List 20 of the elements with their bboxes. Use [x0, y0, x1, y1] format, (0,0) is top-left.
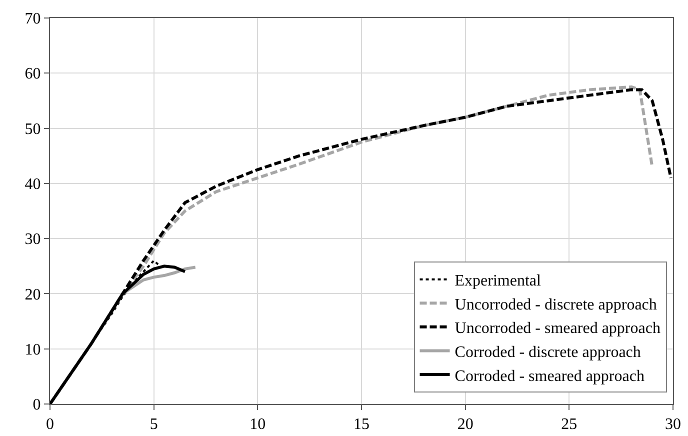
y-tick-label: 10: [24, 341, 41, 358]
legend-label: Uncorroded - smeared approach: [454, 320, 660, 338]
y-tick-label: 70: [24, 10, 41, 28]
x-tick-label: 30: [665, 416, 681, 434]
x-tick-label: 25: [561, 416, 578, 434]
x-tick-label: 20: [457, 416, 474, 434]
y-tick-label: 50: [24, 120, 41, 138]
legend-label: Corroded - discrete approach: [454, 344, 641, 361]
y-tick-label: 20: [24, 286, 41, 304]
legend-label: Uncorroded - discrete approach: [454, 296, 657, 314]
x-tick-label: 5: [150, 416, 158, 434]
y-tick-label: 40: [24, 176, 41, 194]
y-tick-label: 30: [24, 231, 41, 248]
y-tick-label: 60: [24, 66, 41, 83]
x-tick-label: 0: [46, 416, 54, 434]
x-tick-label: 15: [354, 416, 370, 434]
x-tick-label: 10: [250, 416, 266, 434]
y-tick-label: 0: [32, 396, 41, 414]
legend-label: Experimental: [454, 272, 542, 290]
legend-label: Corroded - smeared approach: [454, 368, 644, 385]
